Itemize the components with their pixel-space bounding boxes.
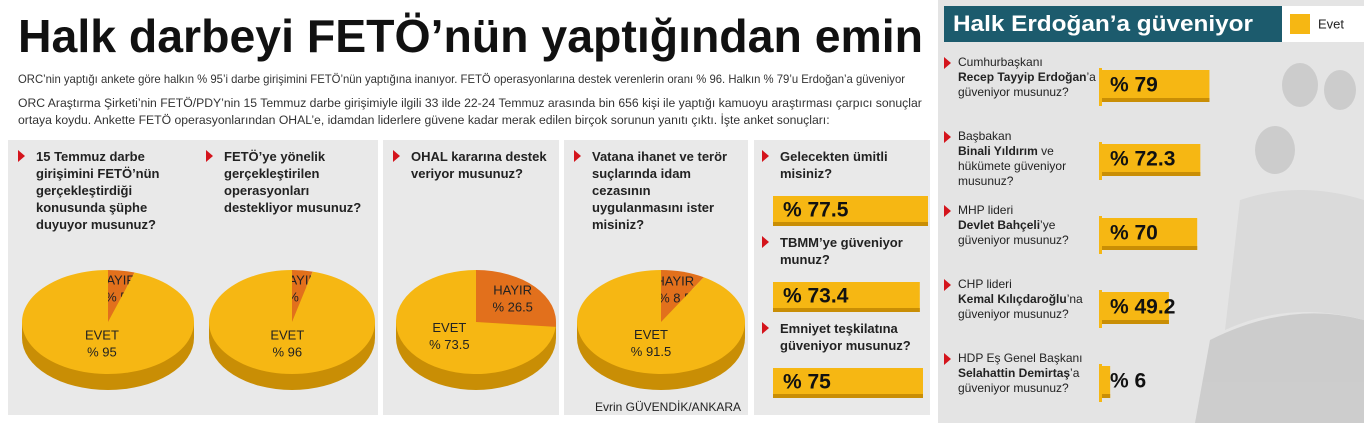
question: Cumhurbaşkanı Recep Tayyip Erdoğan’a güve… <box>958 55 1098 100</box>
bar-value: % 75 <box>783 371 831 394</box>
bar-value: % 73.4 <box>783 285 849 308</box>
question-name: Kemal Kılıçdaroğlu <box>958 292 1067 306</box>
bar-value: % 49.2 <box>1110 296 1175 319</box>
pie-slice <box>209 270 376 375</box>
question: Vatana ihanet ve terör suçlarında idam c… <box>592 149 728 232</box>
bar-value: % 70 <box>1110 222 1158 245</box>
bar-shadow <box>1102 172 1201 176</box>
question: OHAL kararına destek veriyor musunuz? <box>411 149 547 181</box>
marker <box>18 150 25 162</box>
pie-slice <box>661 270 704 322</box>
marker <box>762 236 769 248</box>
slice-value: % 96 <box>272 345 302 360</box>
marker <box>206 150 213 162</box>
question-rest: ’na güveniyor musunuz? <box>958 292 1083 321</box>
legend-swatch <box>1290 14 1310 34</box>
marker <box>762 322 769 334</box>
bar <box>1102 366 1111 398</box>
photo-placeholder <box>1195 63 1364 423</box>
bar-track <box>1099 216 1102 254</box>
question-lead: HDP Eş Genel Başkanı <box>958 351 1083 365</box>
question-lead: Başbakan <box>958 129 1012 143</box>
bar-value: % 6 <box>1110 370 1146 393</box>
bar <box>1102 218 1198 250</box>
bar <box>1102 144 1201 176</box>
bar-shadow <box>1102 320 1169 324</box>
bar-track <box>1099 364 1102 402</box>
bar-value: % 79 <box>1110 74 1158 97</box>
slice-value: % 73.5 <box>429 337 469 352</box>
pie-slice <box>476 270 557 327</box>
right-title: Halk Erdoğan’a güveniyor <box>953 11 1253 36</box>
bar <box>773 196 928 226</box>
slice-value: % 95 <box>87 345 117 360</box>
question: Gelecekten ümitli misiniz? <box>780 149 888 181</box>
marker <box>944 205 951 217</box>
marker <box>393 150 400 162</box>
question-lead: CHP lideri <box>958 277 1012 291</box>
marker <box>944 279 951 291</box>
legend-label: Evet <box>1318 16 1344 31</box>
marker <box>574 150 581 162</box>
bar-shadow <box>1102 246 1198 250</box>
marker <box>944 353 951 365</box>
credit: Evrin GÜVENDİK/ANKARA <box>595 400 741 414</box>
question: TBMM’ye güveniyor munuz? <box>780 235 903 267</box>
question: HDP Eş Genel Başkanı Selahattin Demirtaş’… <box>958 351 1098 396</box>
slice-category: EVET <box>270 328 304 343</box>
bar-shadow <box>773 222 928 226</box>
slice-category: EVET <box>85 328 119 343</box>
bar-value: % 72.3 <box>1110 148 1175 171</box>
marker <box>762 150 769 162</box>
bar-shadow <box>773 308 920 312</box>
pie-slice <box>292 270 313 322</box>
question-name: Selahattin Demirtaş <box>958 366 1071 380</box>
bar-value: % 77.5 <box>783 199 849 222</box>
right-title-bar <box>944 6 1282 42</box>
marker <box>944 131 951 143</box>
headline: Halk darbeyi FETÖ’nün yaptığından emin <box>18 10 923 62</box>
question-name: Binali Yıldırım <box>958 144 1038 158</box>
question-lead: MHP lideri <box>958 203 1014 217</box>
question-rest: ’a güveniyor musunuz? <box>958 70 1096 99</box>
question-rest: ’a güveniyor musunuz? <box>958 366 1080 395</box>
bar <box>773 368 923 398</box>
slice-category: EVET <box>634 327 668 342</box>
subtitle: ORC’nin yaptığı ankete göre halkın % 95’… <box>18 72 905 86</box>
slice-value: % 26.5 <box>492 300 532 315</box>
question-rest: ve hükümete güveniyor musunuz? <box>958 144 1067 188</box>
question: FETÖ’ye yönelik gerçekleştirilen operasy… <box>224 149 362 215</box>
bar <box>773 282 920 312</box>
marker <box>944 57 951 69</box>
pie-slice <box>21 270 194 374</box>
bar <box>1102 70 1210 102</box>
pie-slice <box>108 270 135 322</box>
intro: ORC Araştırma Şirketi’nin FETÖ/PDY’nin 1… <box>18 96 922 127</box>
bar <box>1102 292 1169 324</box>
question: Emniyet teşkilatına güveniyor musunuz? <box>780 321 911 353</box>
question: Başbakan Binali Yıldırım ve hükümete güve… <box>958 129 1098 189</box>
question: MHP lideri Devlet Bahçeli’ye güveniyor mu… <box>958 203 1098 248</box>
question-name: Devlet Bahçeli <box>958 218 1041 232</box>
question-name: Recep Tayyip Erdoğan <box>958 70 1087 84</box>
slice-category: EVET <box>432 320 466 335</box>
question: CHP lideri Kemal Kılıçdaroğlu’na güveniyo… <box>958 277 1098 322</box>
question: 15 Temmuz darbe girişimini FETÖ’nün gerç… <box>36 149 160 232</box>
slice-category: HAYIR <box>655 273 694 288</box>
bar-shadow <box>1102 98 1210 102</box>
slice-category: HAYIR <box>493 283 532 298</box>
bar-track <box>1099 290 1102 328</box>
pie-slice <box>395 270 556 375</box>
bar-track <box>1099 68 1102 106</box>
bar-shadow <box>1102 394 1111 398</box>
pie-slice <box>577 270 746 374</box>
bar-shadow <box>773 394 923 398</box>
slice-value: % 91.5 <box>631 344 671 359</box>
bar-track <box>1099 142 1102 180</box>
question-rest: ’ye güveniyor musunuz? <box>958 218 1069 247</box>
question-lead: Cumhurbaşkanı <box>958 55 1043 69</box>
